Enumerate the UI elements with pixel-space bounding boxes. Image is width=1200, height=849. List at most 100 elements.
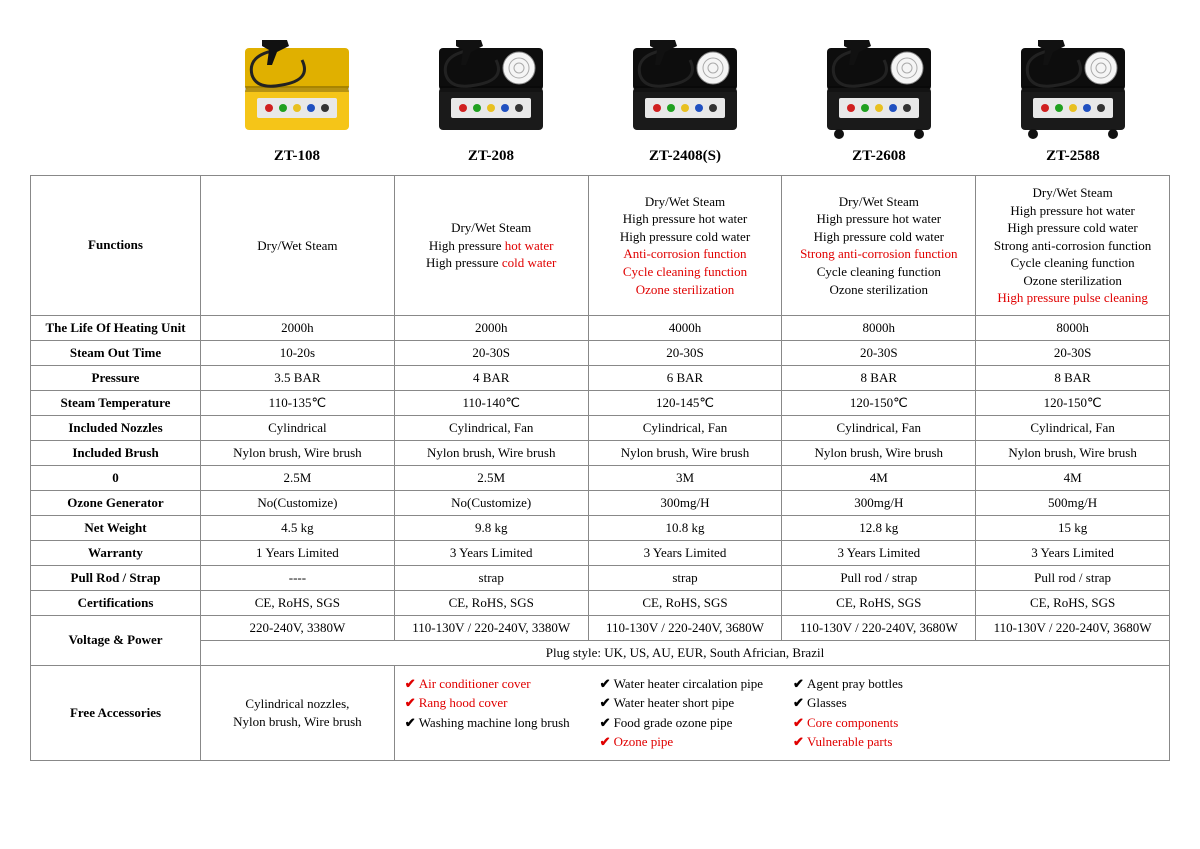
check-icon: ✔ [600, 715, 611, 730]
function-line: Dry/Wet Steam [595, 193, 776, 211]
cell: 300mg/H [588, 490, 782, 515]
cell: 2000h [201, 315, 395, 340]
check-icon: ✔ [793, 695, 804, 710]
check-icon: ✔ [793, 734, 804, 749]
cell: Cylindrical, Fan [782, 415, 976, 440]
cell: 500mg/H [976, 490, 1170, 515]
cell: 3 Years Limited [976, 540, 1170, 565]
cell: Dry/Wet SteamHigh pressure hot waterHigh… [976, 176, 1170, 316]
function-line: Strong anti-corrosion function [982, 237, 1163, 255]
function-line: Ozone sterilization [788, 281, 969, 299]
accessory-item: ✔Core components [793, 713, 903, 733]
cell: Pull rod / strap [782, 565, 976, 590]
row-pressure: Pressure3.5 BAR4 BAR6 BAR8 BAR8 BAR [31, 365, 1170, 390]
function-line: Dry/Wet Steam [788, 193, 969, 211]
row-header: Functions [31, 176, 201, 316]
cell: 8 BAR [782, 365, 976, 390]
cell: 4.5 kg [201, 515, 395, 540]
cell: 220-240V, 3380W [201, 615, 395, 640]
cell: 2000h [394, 315, 588, 340]
accessory-item: ✔Vulnerable parts [793, 732, 903, 752]
cell: 20-30S [394, 340, 588, 365]
function-line: High pressure cold water [982, 219, 1163, 237]
cell: CE, RoHS, SGS [976, 590, 1170, 615]
row-header: Free Accessories [31, 665, 201, 760]
product-column: ZT-108 [200, 20, 394, 175]
accessory-item: ✔Agent pray bottles [793, 674, 903, 694]
function-line: Anti-corrosion function [595, 245, 776, 263]
cell: Pull rod / strap [976, 565, 1170, 590]
row-cert: Certifications CE, RoHS, SGS CE, RoHS, SGS… [31, 590, 1170, 615]
cell: Nylon brush, Wire brush [976, 440, 1170, 465]
cell: 10.8 kg [588, 515, 782, 540]
accessory-item: ✔Washing machine long brush [405, 713, 570, 733]
cell: 120-150℃ [782, 390, 976, 415]
function-line: Ozone sterilization [595, 281, 776, 299]
row-header: Net Weight [31, 515, 201, 540]
product-name: ZT-108 [200, 148, 394, 165]
row-header: Ozone Generator [31, 490, 201, 515]
cell: 4 BAR [394, 365, 588, 390]
row-header: Pull Rod / Strap [31, 565, 201, 590]
accessory-item: ✔Air conditioner cover [405, 674, 570, 694]
cell: Cylindrical [201, 415, 395, 440]
row-ozone: Ozone GeneratorNo(Customize)No(Customize… [31, 490, 1170, 515]
cell: Cylindrical, Fan [976, 415, 1170, 440]
cell: ---- [201, 565, 395, 590]
row-header: Steam Out Time [31, 340, 201, 365]
row-header: Steam Temperature [31, 390, 201, 415]
row-header: Pressure [31, 365, 201, 390]
function-line: High pressure cold water [788, 228, 969, 246]
cell: 3 Years Limited [782, 540, 976, 565]
cell: Cylindrical, Fan [394, 415, 588, 440]
cell: Dry/Wet SteamHigh pressure hot waterHigh… [588, 176, 782, 316]
function-line: Cycle cleaning function [982, 254, 1163, 272]
row-life: The Life Of Heating Unit2000h2000h4000h8… [31, 315, 1170, 340]
product-column: ZT-2408(S) [588, 20, 782, 175]
cell: 110-130V / 220-240V, 3680W [588, 615, 782, 640]
row-header: Included Nozzles [31, 415, 201, 440]
function-line: High pressure pulse cleaning [982, 289, 1163, 307]
cell: Cylindrical, Fan [588, 415, 782, 440]
cell: 6 BAR [588, 365, 782, 390]
cell: 20-30S [588, 340, 782, 365]
cell: ✔Air conditioner cover✔Rang hood cover✔W… [394, 665, 1169, 760]
cell: 8 BAR [976, 365, 1170, 390]
row-header: Warranty [31, 540, 201, 565]
cell: CE, RoHS, SGS [588, 590, 782, 615]
cell: strap [588, 565, 782, 590]
cell: 110-130V / 220-240V, 3680W [782, 615, 976, 640]
product-image [809, 30, 949, 140]
product-name: ZT-208 [394, 148, 588, 165]
function-line: High pressure hot water [401, 237, 582, 255]
accessory-item: ✔Glasses [793, 693, 903, 713]
cell: 3.5 BAR [201, 365, 395, 390]
accessory-item: ✔Rang hood cover [405, 693, 570, 713]
accessory-item: ✔Ozone pipe [600, 732, 763, 752]
row-accessories: Free AccessoriesCylindrical nozzles,Nylo… [31, 665, 1170, 760]
row-steam_out: Steam Out Time10-20s20-30S20-30S20-30S20… [31, 340, 1170, 365]
cell: 110-140℃ [394, 390, 588, 415]
row-header: Certifications [31, 590, 201, 615]
cell: 120-145℃ [588, 390, 782, 415]
cell: 15 kg [976, 515, 1170, 540]
accessory-item: ✔Food grade ozone pipe [600, 713, 763, 733]
cell: 4M [782, 465, 976, 490]
product-name: ZT-2408(S) [588, 148, 782, 165]
cell: Dry/Wet SteamHigh pressure hot waterHigh… [782, 176, 976, 316]
row-steam_temp: Steam Temperature110-135℃110-140℃120-145… [31, 390, 1170, 415]
check-icon: ✔ [405, 695, 416, 710]
row-header: The Life Of Heating Unit [31, 315, 201, 340]
cell: 2.5M [394, 465, 588, 490]
row-header: Voltage & Power [31, 615, 201, 665]
cell: 3M [588, 465, 782, 490]
cell: 110-130V / 220-240V, 3380W [394, 615, 588, 640]
product-column: ZT-2608 [782, 20, 976, 175]
check-icon: ✔ [600, 695, 611, 710]
cell: 4M [976, 465, 1170, 490]
row-header: Included Brush [31, 440, 201, 465]
cell: 1 Years Limited [201, 540, 395, 565]
cell: No(Customize) [201, 490, 395, 515]
product-image [421, 30, 561, 140]
function-line: Ozone sterilization [982, 272, 1163, 290]
